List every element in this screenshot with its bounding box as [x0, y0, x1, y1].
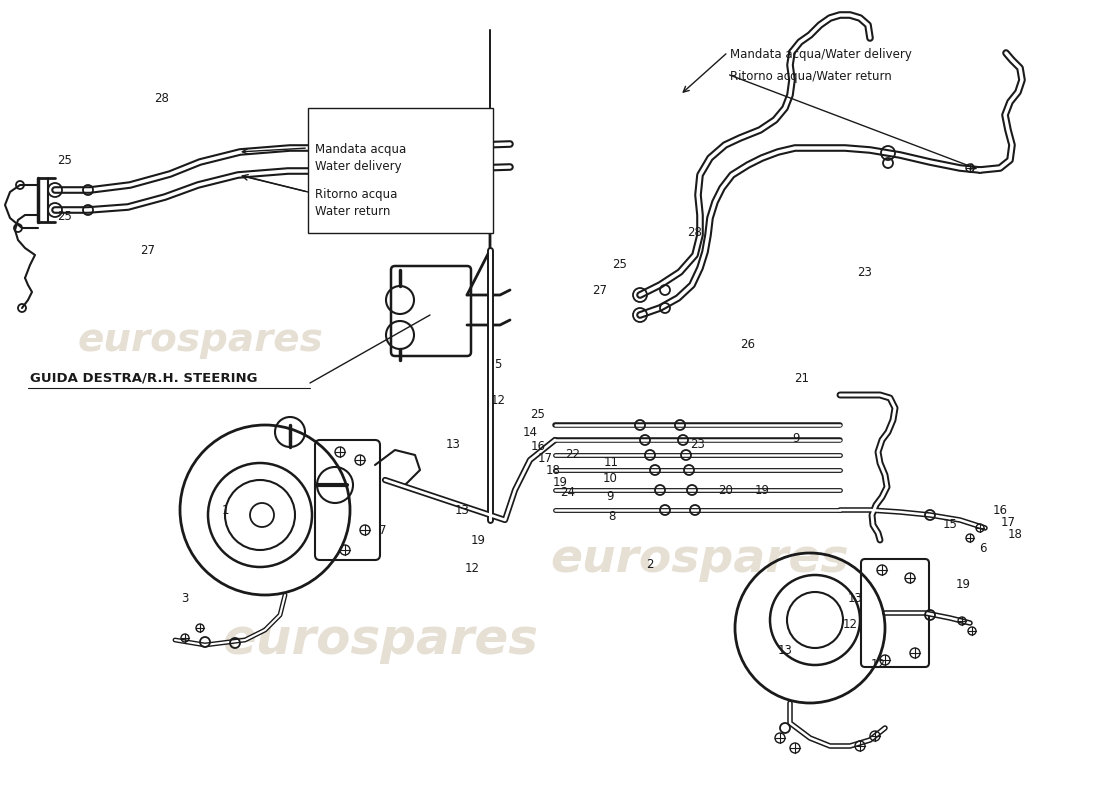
Text: 18: 18	[1008, 527, 1022, 541]
Text: 19: 19	[755, 483, 770, 497]
Text: GUIDA DESTRA/R.H. STEERING: GUIDA DESTRA/R.H. STEERING	[30, 371, 257, 385]
Text: 14: 14	[522, 426, 538, 438]
Text: Mandata acqua
Water delivery: Mandata acqua Water delivery	[315, 143, 406, 173]
Text: Ritorno acqua
Water return: Ritorno acqua Water return	[315, 188, 397, 218]
Text: 19: 19	[471, 534, 485, 546]
Text: Mandata acqua/Water delivery: Mandata acqua/Water delivery	[730, 48, 912, 61]
Text: eurospares: eurospares	[222, 616, 538, 664]
Text: 20: 20	[718, 483, 734, 497]
Text: eurospares: eurospares	[551, 538, 849, 582]
Text: 17: 17	[538, 453, 552, 466]
Text: 13: 13	[778, 643, 792, 657]
Text: 27: 27	[141, 243, 155, 257]
Text: 12: 12	[464, 562, 480, 574]
Text: eurospares: eurospares	[77, 321, 323, 359]
Text: 18: 18	[546, 463, 560, 477]
Text: 7: 7	[379, 523, 387, 537]
Text: 10: 10	[603, 471, 617, 485]
Text: 25: 25	[57, 210, 73, 223]
Text: 5: 5	[494, 358, 502, 371]
Text: 19: 19	[552, 477, 568, 490]
Text: 23: 23	[858, 266, 872, 279]
Text: 3: 3	[182, 591, 189, 605]
Text: 27: 27	[593, 283, 607, 297]
Text: 28: 28	[688, 226, 703, 238]
Text: 25: 25	[530, 409, 546, 422]
Text: 23: 23	[691, 438, 705, 451]
Text: 28: 28	[155, 91, 169, 105]
Text: 26: 26	[740, 338, 756, 351]
Text: 2: 2	[647, 558, 653, 571]
Text: 13: 13	[446, 438, 461, 451]
Text: 9: 9	[606, 490, 614, 503]
Text: 16: 16	[530, 441, 546, 454]
Text: 25: 25	[57, 154, 73, 166]
Text: 12: 12	[870, 658, 886, 671]
Text: 1: 1	[221, 503, 229, 517]
Text: 13: 13	[848, 591, 862, 605]
Text: Ritorno acqua/Water return: Ritorno acqua/Water return	[730, 70, 892, 83]
Text: 24: 24	[561, 486, 575, 498]
FancyBboxPatch shape	[308, 108, 493, 233]
Text: 13: 13	[454, 503, 470, 517]
Text: 16: 16	[992, 503, 1008, 517]
Text: 21: 21	[794, 371, 810, 385]
Text: 17: 17	[1001, 515, 1015, 529]
Text: 19: 19	[956, 578, 970, 591]
Text: 25: 25	[613, 258, 627, 271]
Text: 12: 12	[843, 618, 858, 631]
Text: 8: 8	[608, 510, 616, 523]
Text: 11: 11	[604, 455, 618, 469]
Text: 22: 22	[565, 449, 581, 462]
Text: 12: 12	[491, 394, 506, 406]
Text: 9: 9	[792, 431, 800, 445]
Text: 15: 15	[943, 518, 957, 531]
Text: 6: 6	[979, 542, 987, 554]
